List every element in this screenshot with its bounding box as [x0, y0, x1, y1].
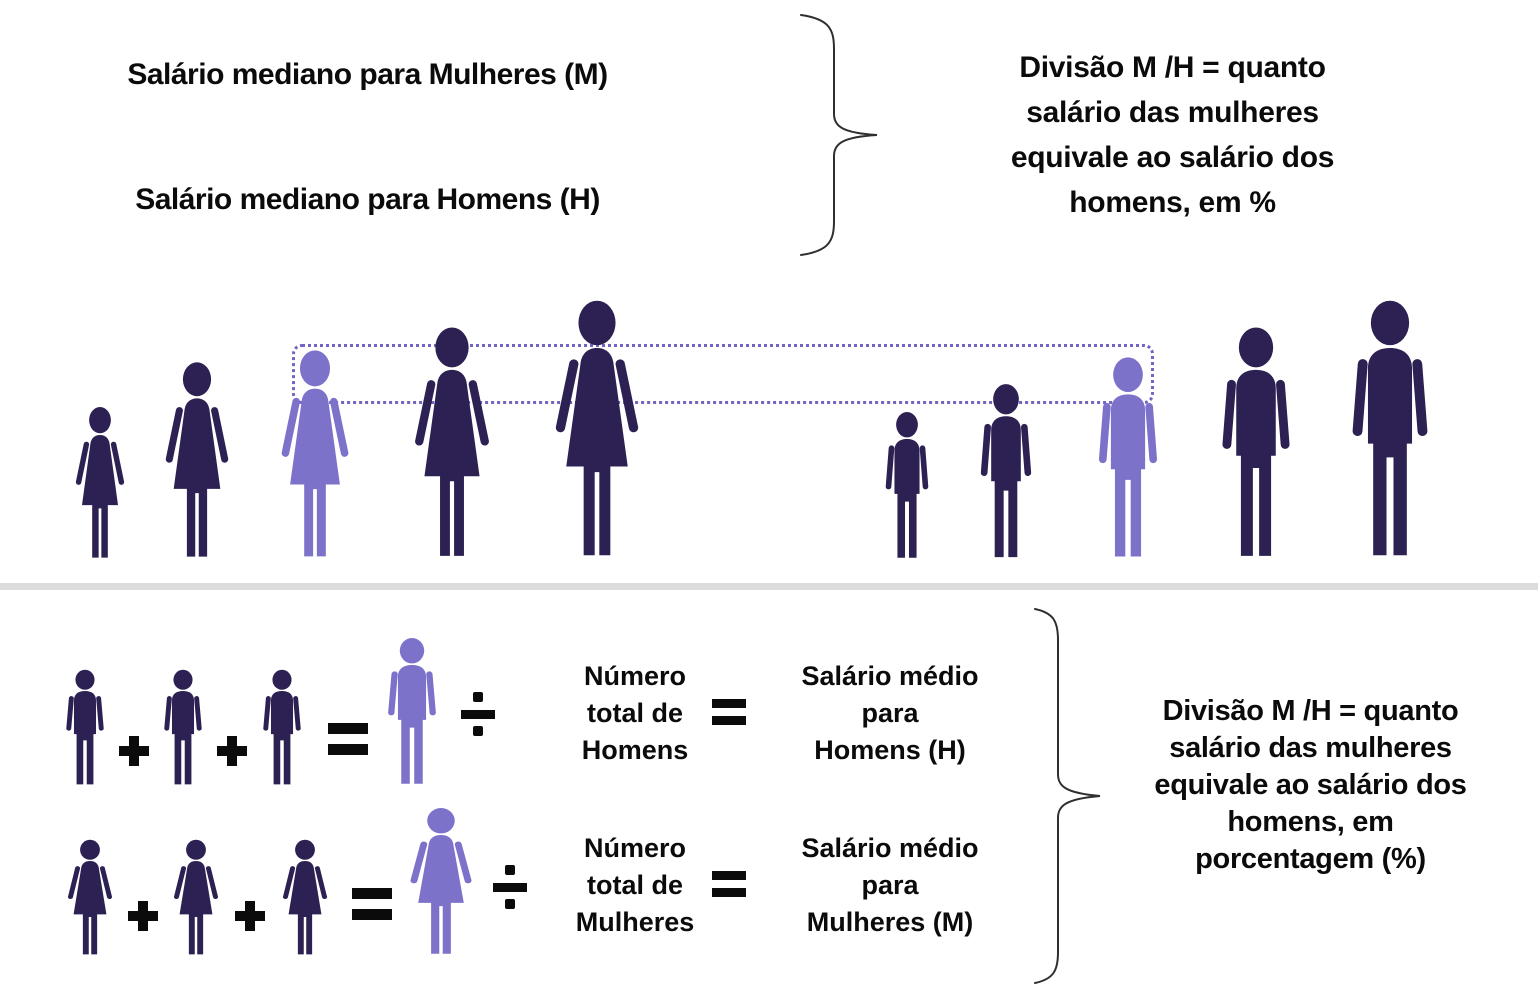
man-icon-highlighted-median [1083, 356, 1173, 561]
plus-icon [119, 736, 149, 766]
note-line: Divisão M /H = quanto [1019, 51, 1326, 84]
man-icon [1332, 299, 1448, 561]
section-divider [0, 583, 1538, 590]
plus-icon [235, 901, 265, 931]
total-men-label: Número total de Homens [581, 661, 689, 765]
plus-icon [217, 736, 247, 766]
curly-brace-icon [800, 14, 878, 256]
note-line: equivale ao salário dos [1010, 141, 1335, 174]
equals-icon [712, 699, 746, 725]
note-line: homens, em [1227, 806, 1394, 838]
division-note-top: Divisão M /H = quanto salário das mulher… [940, 45, 1405, 225]
plus-icon [128, 901, 158, 931]
note-line: salário das mulheres [1026, 96, 1319, 129]
division-note-bottom: Divisão M /H = quanto salário das mulher… [1128, 693, 1493, 878]
man-icon [874, 411, 940, 561]
man-icon-average [375, 637, 449, 787]
divide-icon [493, 865, 527, 909]
woman-icon [59, 839, 121, 957]
man-icon [56, 669, 114, 787]
note-line: salário das mulheres [1169, 732, 1452, 764]
equals-icon [328, 723, 368, 755]
equals-icon [352, 888, 392, 920]
man-icon [1204, 326, 1308, 561]
equals-icon [712, 871, 746, 897]
average-salary-women-label: Salário médio para Mulheres (M) [801, 833, 979, 937]
total-women-label: Número total de Mulheres [575, 833, 695, 937]
woman-icon-average [398, 807, 484, 957]
woman-icon [165, 839, 227, 957]
woman-icon-highlighted-median [268, 349, 362, 561]
note-line: Divisão M /H = quanto [1162, 695, 1459, 727]
median-highlight-box [292, 344, 1154, 404]
woman-icon [539, 299, 655, 561]
curly-brace-icon [1034, 608, 1101, 984]
note-line: equivale ao salário dos [1154, 769, 1467, 801]
median-salary-women-label: Salário mediano para Mulheres (M) [127, 58, 608, 91]
average-salary-men-label: Salário médio para Homens (H) [801, 661, 979, 765]
woman-icon [153, 361, 241, 561]
man-icon [967, 383, 1045, 561]
divide-icon [461, 692, 495, 736]
woman-icon [66, 406, 134, 561]
median-salary-men-label: Salário mediano para Homens (H) [135, 183, 600, 216]
woman-icon [400, 326, 504, 561]
note-line: homens, em % [1069, 186, 1276, 219]
woman-icon [274, 839, 336, 957]
note-line: porcentagem (%) [1195, 843, 1426, 875]
man-icon [253, 669, 311, 787]
man-icon [154, 669, 212, 787]
